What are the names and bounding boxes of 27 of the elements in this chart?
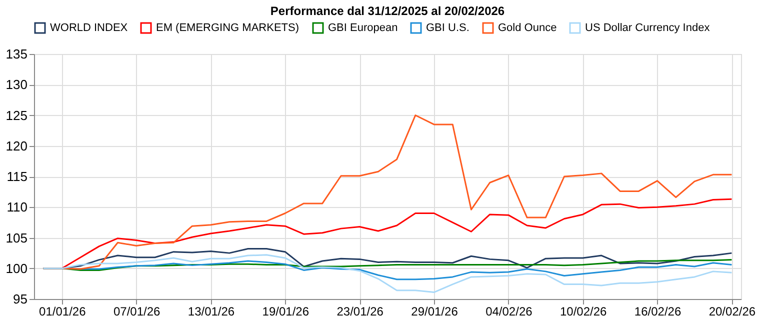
x-tick-label: 07/01/26 (113, 304, 161, 318)
x-tick-label: 01/01/26 (39, 304, 86, 318)
legend-label: GBI European (328, 22, 398, 34)
line-series (42, 254, 732, 294)
y-tick-label: 110 (6, 200, 28, 215)
y-tick-label: 95 (13, 292, 28, 306)
y-tick-label: 130 (6, 77, 28, 92)
legend-label: US Dollar Currency Index (585, 22, 710, 34)
legend-label: Gold Ounce (498, 22, 557, 34)
x-tick-label: 16/02/26 (634, 304, 682, 318)
x-tick-label: 19/01/26 (262, 304, 310, 318)
legend-label: GBI U.S. (426, 22, 470, 34)
y-tick-label: 135 (6, 46, 28, 62)
y-tick-label: 105 (6, 230, 28, 246)
y-tick-label: 100 (6, 260, 28, 276)
x-tick-label: 23/01/26 (336, 304, 384, 318)
x-tick-label: 29/01/26 (411, 304, 458, 318)
x-tick-label: 04/02/26 (486, 304, 533, 318)
x-tick-label: 10/02/26 (560, 304, 608, 318)
y-tick-label: 120 (6, 138, 28, 154)
legend-label: WORLD INDEX (50, 22, 128, 34)
x-tick-label: 13/01/26 (188, 304, 235, 318)
y-tick-label: 125 (6, 108, 28, 123)
y-tick-label: 115 (6, 169, 28, 184)
x-tick-label: 20/02/26 (708, 304, 756, 318)
legend-label: EM (EMERGING MARKETS) (156, 22, 300, 34)
chart-title: Performance dal 31/12/2025 al 20/02/2026 (270, 4, 505, 18)
